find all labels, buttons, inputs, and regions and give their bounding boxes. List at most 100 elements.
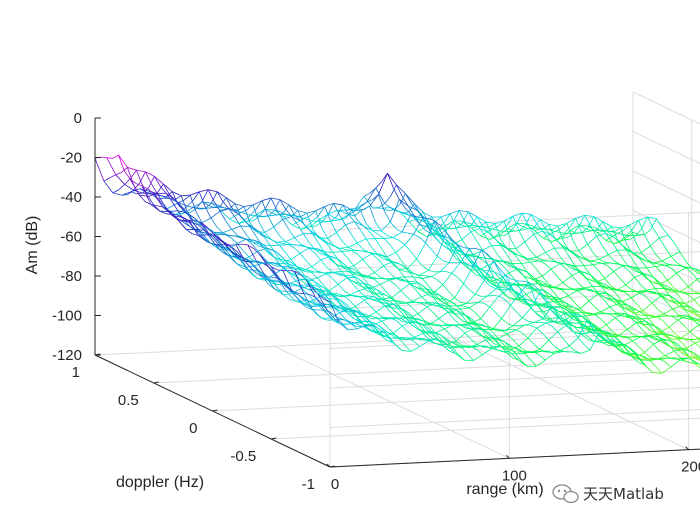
mesh-segment <box>465 225 475 227</box>
mesh-segment <box>501 329 508 335</box>
mesh-segment <box>190 191 200 196</box>
mesh-segment <box>546 228 556 232</box>
mesh-segment <box>500 346 510 352</box>
mesh-segment <box>275 251 286 261</box>
mesh-segment <box>533 351 540 356</box>
mesh-segment <box>439 294 449 301</box>
mesh-segment <box>343 290 351 296</box>
mesh-segment <box>106 157 117 175</box>
mesh-segment <box>467 211 475 222</box>
mesh-segment <box>283 215 290 218</box>
mesh-segment <box>488 232 499 243</box>
mesh-segment <box>686 315 697 320</box>
mesh-segment <box>285 237 295 243</box>
mesh-segment <box>688 357 698 364</box>
mesh-segment <box>180 195 188 212</box>
mesh-segment <box>539 219 550 225</box>
mesh-segment <box>545 322 552 327</box>
mesh-segment <box>308 280 315 288</box>
mesh-segment <box>338 322 349 331</box>
mesh-segment <box>181 205 188 212</box>
mesh-segment <box>428 338 438 342</box>
mesh-segment <box>518 345 526 351</box>
mesh-segment <box>470 231 478 242</box>
mesh-segment <box>356 242 364 250</box>
mesh-segment <box>542 230 549 240</box>
grid-line-wall-z <box>632 91 700 125</box>
mesh-segment <box>198 224 205 231</box>
mesh-segment <box>697 362 700 366</box>
mesh-segment <box>668 345 678 350</box>
mesh-segment <box>491 337 502 347</box>
mesh-segment <box>646 288 656 291</box>
mesh-segment <box>392 342 402 351</box>
mesh-segment <box>477 324 487 328</box>
mesh-segment <box>482 348 492 356</box>
mesh-segment <box>386 331 397 339</box>
mesh-segment <box>455 332 466 342</box>
mesh-segment <box>619 289 629 293</box>
mesh-segment <box>268 214 278 217</box>
mesh-segment <box>162 183 170 195</box>
mesh-segment <box>564 302 572 310</box>
mesh-segment <box>618 303 625 312</box>
tick-labels: 0-20-40-60-80-100-120-1-0.500.5101002003… <box>52 110 700 493</box>
mesh-segment <box>494 338 501 346</box>
mesh-segment <box>581 232 588 245</box>
mesh-segment <box>422 337 429 342</box>
mesh-segment <box>536 223 544 232</box>
mesh-segment <box>308 247 316 254</box>
mesh-segment <box>588 328 598 331</box>
mesh-segment <box>241 209 248 213</box>
mesh-segment <box>670 251 681 257</box>
mesh-segment <box>641 336 648 340</box>
mesh-segment <box>618 312 625 315</box>
mesh-segment <box>596 221 604 231</box>
mesh-segment <box>641 329 649 336</box>
mesh-segment <box>438 318 445 324</box>
mesh-segment <box>449 334 457 342</box>
mesh-segment <box>643 356 651 361</box>
mesh-segment <box>586 278 597 283</box>
mesh-segment <box>157 183 164 193</box>
mesh-segment <box>607 288 617 291</box>
mesh-segment <box>662 338 669 345</box>
mesh-segment <box>530 214 541 220</box>
mesh-segment <box>475 248 482 251</box>
mesh-segment <box>542 333 549 341</box>
mesh-segment <box>458 253 465 263</box>
mesh-segment <box>644 352 651 358</box>
mesh-segment <box>103 177 111 182</box>
mesh-segment <box>695 342 700 349</box>
mesh-segment <box>596 232 606 237</box>
mesh-segment <box>657 315 667 318</box>
mesh-segment <box>624 308 635 314</box>
mesh-segment <box>680 331 691 339</box>
mesh-segment <box>522 297 533 302</box>
mesh-segment <box>321 237 331 245</box>
mesh-segment <box>372 320 382 326</box>
mesh-segment <box>319 289 329 299</box>
mesh-segment <box>647 333 657 336</box>
mesh-segment <box>536 327 543 334</box>
mesh-segment <box>620 224 630 229</box>
mesh-segment <box>625 292 632 299</box>
mesh-segment <box>490 280 498 284</box>
mesh-segment <box>590 258 600 262</box>
mesh-segment <box>687 294 695 300</box>
mesh-segment <box>685 260 693 269</box>
mesh-segment <box>657 316 664 322</box>
mesh-segment <box>650 218 657 230</box>
mesh-segment <box>672 308 679 316</box>
grid-line-wall-z <box>329 448 700 468</box>
mesh-segment <box>485 338 495 341</box>
mesh-segment <box>465 314 475 324</box>
mesh-segment <box>207 189 215 202</box>
mesh-segment <box>555 322 562 325</box>
mesh-segment <box>347 258 355 267</box>
mesh-segment <box>614 346 621 353</box>
mesh-segment <box>393 325 403 334</box>
mesh-segment <box>670 267 677 274</box>
mesh-segment <box>488 332 496 339</box>
mesh-segment <box>348 309 359 317</box>
